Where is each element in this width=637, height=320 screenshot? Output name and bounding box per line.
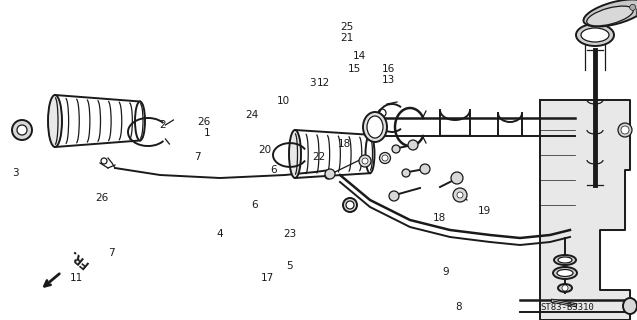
Ellipse shape — [359, 155, 371, 167]
Text: 15: 15 — [348, 64, 361, 74]
Ellipse shape — [363, 112, 387, 142]
Ellipse shape — [583, 0, 637, 27]
Text: 7: 7 — [108, 248, 115, 258]
Circle shape — [618, 123, 632, 137]
Ellipse shape — [557, 269, 573, 276]
Text: 3: 3 — [13, 168, 19, 178]
Text: 17: 17 — [261, 273, 274, 284]
Circle shape — [636, 8, 637, 14]
Text: 2: 2 — [159, 120, 166, 130]
Text: 9: 9 — [443, 267, 449, 277]
Text: 19: 19 — [478, 206, 490, 216]
Text: 12: 12 — [317, 78, 330, 88]
Ellipse shape — [558, 257, 572, 263]
Circle shape — [389, 191, 399, 201]
Text: 13: 13 — [382, 75, 396, 85]
Ellipse shape — [366, 135, 375, 173]
Text: 4: 4 — [217, 228, 223, 239]
Text: 24: 24 — [245, 110, 258, 120]
Circle shape — [636, 12, 637, 18]
Text: 23: 23 — [283, 228, 296, 239]
Ellipse shape — [343, 198, 357, 212]
Ellipse shape — [558, 284, 572, 292]
Text: 8: 8 — [455, 302, 462, 312]
Circle shape — [453, 188, 467, 202]
Text: 26: 26 — [96, 193, 108, 204]
Text: 14: 14 — [354, 51, 366, 61]
Ellipse shape — [364, 116, 376, 138]
Text: 6: 6 — [252, 200, 258, 210]
Circle shape — [392, 145, 400, 153]
Circle shape — [451, 172, 463, 184]
Text: 10: 10 — [277, 96, 290, 106]
Text: 18: 18 — [433, 212, 446, 223]
Text: 21: 21 — [341, 33, 354, 44]
Ellipse shape — [553, 267, 577, 279]
Circle shape — [382, 155, 388, 161]
Circle shape — [630, 4, 636, 10]
Ellipse shape — [48, 95, 62, 147]
Text: 18: 18 — [338, 139, 350, 149]
Text: ST83-B3310: ST83-B3310 — [540, 303, 594, 313]
Ellipse shape — [581, 28, 609, 42]
Circle shape — [346, 201, 354, 209]
Ellipse shape — [587, 6, 633, 26]
Text: 20: 20 — [258, 145, 271, 156]
Circle shape — [12, 120, 32, 140]
Circle shape — [621, 126, 629, 134]
Circle shape — [402, 169, 410, 177]
Text: 1: 1 — [204, 128, 210, 138]
Circle shape — [562, 285, 568, 291]
Ellipse shape — [325, 169, 335, 179]
Ellipse shape — [289, 130, 301, 178]
Circle shape — [457, 192, 463, 198]
Text: 26: 26 — [197, 116, 210, 127]
Text: 5: 5 — [287, 260, 293, 271]
Ellipse shape — [367, 116, 383, 138]
Text: 11: 11 — [70, 273, 83, 284]
Text: FR.: FR. — [66, 246, 90, 270]
Circle shape — [17, 125, 27, 135]
Polygon shape — [540, 100, 630, 320]
Ellipse shape — [576, 24, 614, 46]
Circle shape — [362, 158, 368, 164]
Ellipse shape — [135, 101, 145, 140]
Text: 6: 6 — [271, 164, 277, 175]
Circle shape — [420, 164, 430, 174]
Ellipse shape — [554, 255, 576, 265]
Text: 22: 22 — [312, 152, 325, 162]
Text: 3: 3 — [309, 78, 315, 88]
Text: 16: 16 — [382, 64, 396, 74]
Ellipse shape — [380, 153, 390, 164]
Ellipse shape — [623, 298, 637, 314]
Circle shape — [408, 140, 418, 150]
Text: 7: 7 — [194, 152, 201, 162]
Text: 25: 25 — [341, 22, 354, 32]
